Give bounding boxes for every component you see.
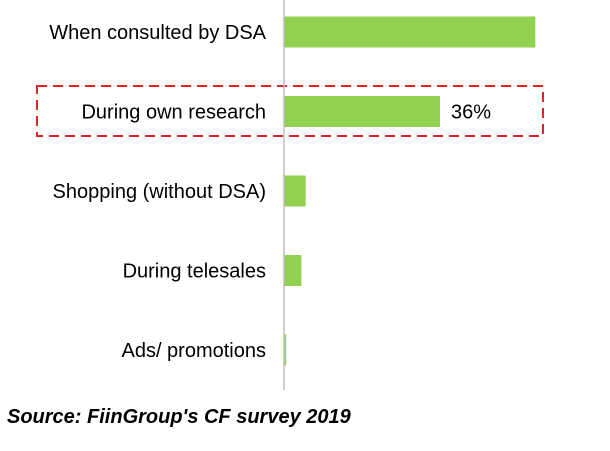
bars-group: [284, 16, 536, 366]
bar-ads-promotions: [284, 334, 287, 366]
data-label-during-own-research: 36%: [451, 102, 491, 124]
bar-when-consulted-by-dsa: [284, 16, 536, 48]
category-label-shopping-without-dsa: Shopping (without DSA): [53, 181, 266, 203]
source-note: Source: FiinGroup's CF survey 2019: [7, 406, 351, 428]
bar-shopping-without-dsa: [284, 175, 306, 207]
category-labels-group: When consulted by DSA During own research…: [49, 22, 266, 362]
category-label-when-consulted-by-dsa: When consulted by DSA: [49, 22, 266, 44]
bar-during-own-research: [284, 96, 440, 127]
category-label-during-telesales: During telesales: [123, 261, 266, 283]
bar-during-telesales: [284, 255, 302, 286]
category-label-during-own-research: During own research: [81, 102, 266, 124]
highlight-box: [36, 85, 544, 137]
category-label-ads-promotions: Ads/ promotions: [121, 340, 266, 362]
data-labels-group: 36%: [451, 102, 491, 124]
